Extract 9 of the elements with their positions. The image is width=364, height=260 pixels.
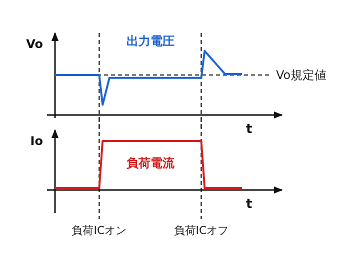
text: 出力電圧: [126, 34, 174, 48]
x-axis-title: t: [246, 197, 252, 212]
ref-line-label: Vo規定値: [276, 68, 327, 82]
x-tick-label: 負荷ICオン: [72, 224, 127, 237]
x-axis-title: t: [246, 122, 252, 137]
y-axis-title: Vo: [26, 37, 43, 51]
series-label: 負荷電流: [126, 156, 176, 170]
x-tick-label: 負荷ICオフ: [174, 224, 229, 237]
y-axis-title: Io: [30, 134, 43, 148]
